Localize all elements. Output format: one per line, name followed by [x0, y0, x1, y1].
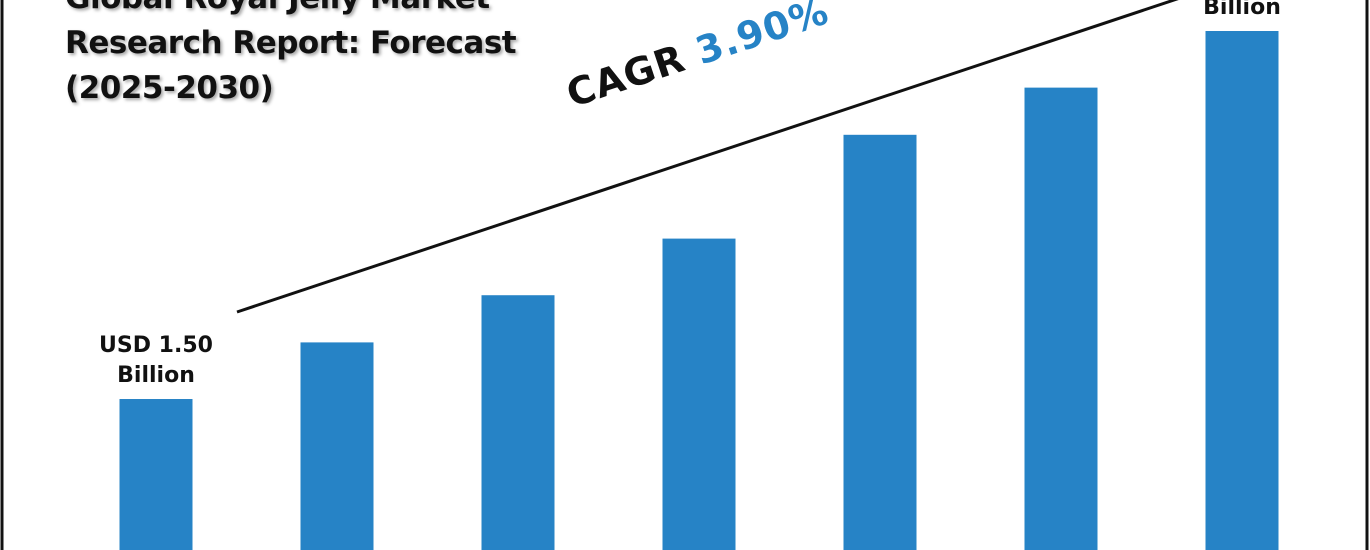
- chart-title: Global Royal Jelly Market Research Repor…: [65, 0, 517, 106]
- bar: [1205, 31, 1279, 550]
- bar: [843, 134, 917, 550]
- trend-line: [236, 0, 1179, 314]
- bar: [481, 295, 555, 550]
- bar: [1024, 87, 1098, 550]
- value-label: Billion: [1203, 0, 1281, 20]
- bar: [662, 238, 736, 550]
- bar: [300, 342, 374, 550]
- value-label: USD 1.50 Billion: [99, 333, 213, 389]
- bar: [119, 399, 193, 550]
